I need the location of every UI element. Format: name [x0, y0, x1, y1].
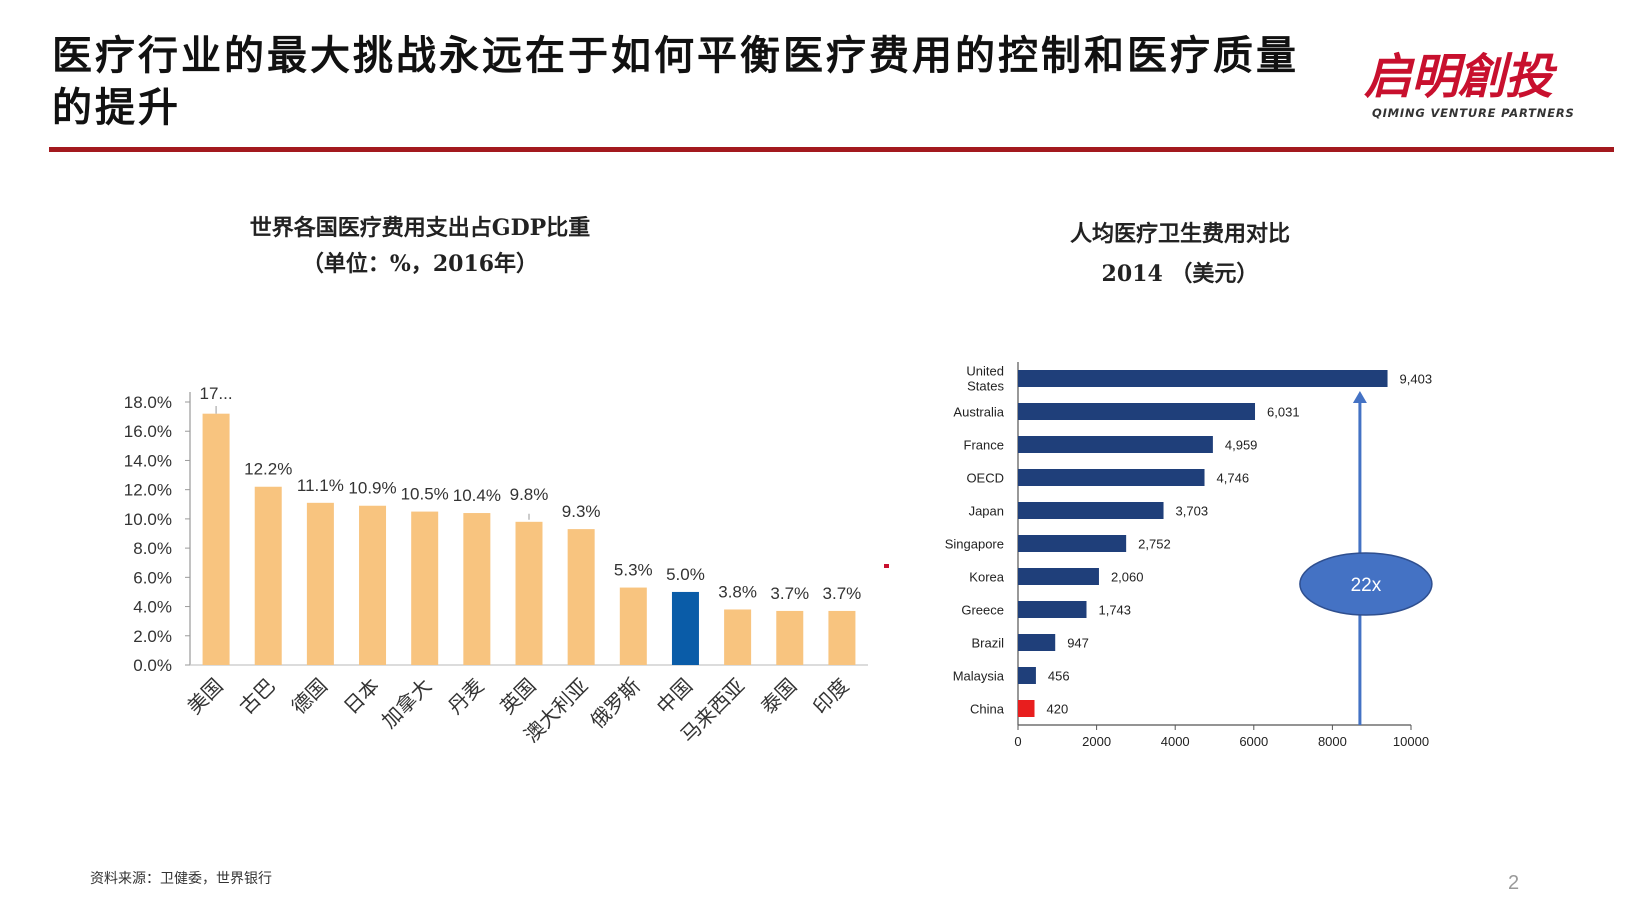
bar-10: [724, 609, 752, 665]
bar-5: [463, 513, 491, 665]
bar-0: [1018, 370, 1388, 387]
data-label: 10.4%: [453, 486, 501, 505]
y-tick-label: Malaysia: [953, 669, 1005, 684]
data-label: 10.9%: [348, 479, 396, 498]
right-chart-subtitle: 2014 （美元）: [1101, 261, 1259, 287]
logo-english-text: QIMING VENTURE PARTNERS: [1372, 106, 1575, 120]
x-tick-label: 4000: [1161, 734, 1190, 749]
right-chart-heading: 人均医疗卫生费用对比 2014 （美元）: [980, 214, 1380, 294]
y-tick-label: Australia: [953, 405, 1004, 420]
data-label: 9,403: [1400, 372, 1433, 387]
data-label: 2,752: [1138, 537, 1171, 552]
bar-2: [1018, 436, 1213, 453]
bar-6: [515, 521, 543, 665]
bar-7: [1018, 601, 1087, 618]
bar-5: [1018, 535, 1127, 552]
bar-9: [1018, 667, 1036, 684]
x-tick-label: 8000: [1318, 734, 1347, 749]
source-footnote: 资料来源：卫健委，世界银行: [90, 871, 272, 887]
y-tick-label: States: [967, 379, 1004, 394]
data-label: 2,060: [1111, 570, 1144, 585]
y-tick-label: Brazil: [971, 636, 1004, 651]
y-tick-label: 4.0%: [133, 598, 172, 617]
logo-chinese-text: 启明創投: [1364, 49, 1553, 105]
y-tick-label: Japan: [969, 504, 1004, 519]
right-chart-title: 人均医疗卫生费用对比: [1069, 221, 1290, 247]
left-chart-heading: 世界各国医疗费用支出占GDP比重 （单位：%，2016年）: [190, 210, 650, 282]
bar-0: [202, 413, 230, 665]
bar-12: [828, 610, 856, 665]
y-tick-label: China: [970, 702, 1005, 717]
x-tick-label: 0: [1014, 734, 1021, 749]
data-label: 456: [1048, 669, 1070, 684]
y-tick-label: 2.0%: [133, 627, 172, 646]
data-label: 11.1%: [297, 476, 344, 495]
data-label: 9.8%: [510, 485, 549, 504]
header-divider: [49, 147, 1614, 152]
company-logo: 启明創投 QIMING VENTURE PARTNERS: [1364, 50, 1574, 130]
page-number: 2: [1508, 872, 1520, 894]
x-tick-label: 10000: [1393, 734, 1429, 749]
annotation-label: 22x: [1351, 575, 1382, 596]
data-label: 12.2%: [244, 460, 292, 479]
data-label: 3.7%: [770, 584, 809, 603]
bar-4: [1018, 502, 1164, 519]
bar-6: [1018, 568, 1099, 585]
data-label: 947: [1067, 636, 1089, 651]
data-label: 5.0%: [666, 565, 705, 584]
y-tick-label: 8.0%: [133, 539, 172, 558]
slide-title: 医疗行业的最大挑战永远在于如何平衡医疗费用的控制和医疗质量的提升: [52, 32, 1299, 131]
data-label: 420: [1047, 702, 1069, 717]
y-tick-label: 12.0%: [124, 481, 172, 500]
bar-3: [1018, 469, 1205, 486]
annotation-arrow-head: [1352, 391, 1367, 403]
data-label: 3,703: [1176, 504, 1209, 519]
data-label: 1,743: [1098, 603, 1131, 618]
bar-8: [1018, 634, 1056, 651]
bar-11: [776, 610, 804, 665]
bar-1: [1018, 403, 1256, 420]
y-tick-label: United: [966, 364, 1004, 379]
y-tick-label: 0.0%: [133, 656, 172, 675]
data-label: 5.3%: [614, 561, 653, 580]
data-label: 3.8%: [718, 582, 757, 601]
x-tick-label: 2000: [1082, 734, 1111, 749]
y-tick-label: OECD: [966, 471, 1004, 486]
y-tick-label: 18.0%: [124, 393, 172, 412]
stray-mark: [884, 564, 889, 568]
bar-2: [306, 502, 334, 665]
y-tick-label: France: [964, 438, 1004, 453]
data-label: 10.5%: [401, 485, 449, 504]
bar-7: [567, 529, 595, 665]
bar-10: [1018, 700, 1035, 717]
data-label: 4,746: [1217, 471, 1250, 486]
x-tick-label: 6000: [1239, 734, 1268, 749]
bar-9: [671, 591, 699, 665]
y-tick-label: 10.0%: [124, 510, 172, 529]
y-tick-label: Korea: [969, 570, 1004, 585]
data-label: 4,959: [1225, 438, 1258, 453]
annotation-ellipse: [1299, 552, 1433, 616]
bar-1: [254, 486, 282, 665]
y-tick-label: 6.0%: [133, 568, 172, 587]
bar-8: [619, 587, 647, 665]
left-chart-title: 世界各国医疗费用支出占GDP比重: [249, 215, 591, 241]
data-label: 3.7%: [823, 584, 862, 603]
data-label: 6,031: [1267, 405, 1300, 420]
y-tick-label: 14.0%: [124, 451, 172, 470]
data-label: 17...: [200, 384, 233, 403]
bar-4: [411, 511, 439, 665]
y-tick-label: Singapore: [945, 537, 1004, 552]
data-label: 9.3%: [562, 502, 601, 521]
bar-3: [359, 505, 387, 665]
left-chart-subtitle: （单位：%，2016年）: [301, 251, 539, 277]
y-tick-label: Greece: [961, 603, 1004, 618]
y-tick-label: 16.0%: [124, 422, 172, 441]
